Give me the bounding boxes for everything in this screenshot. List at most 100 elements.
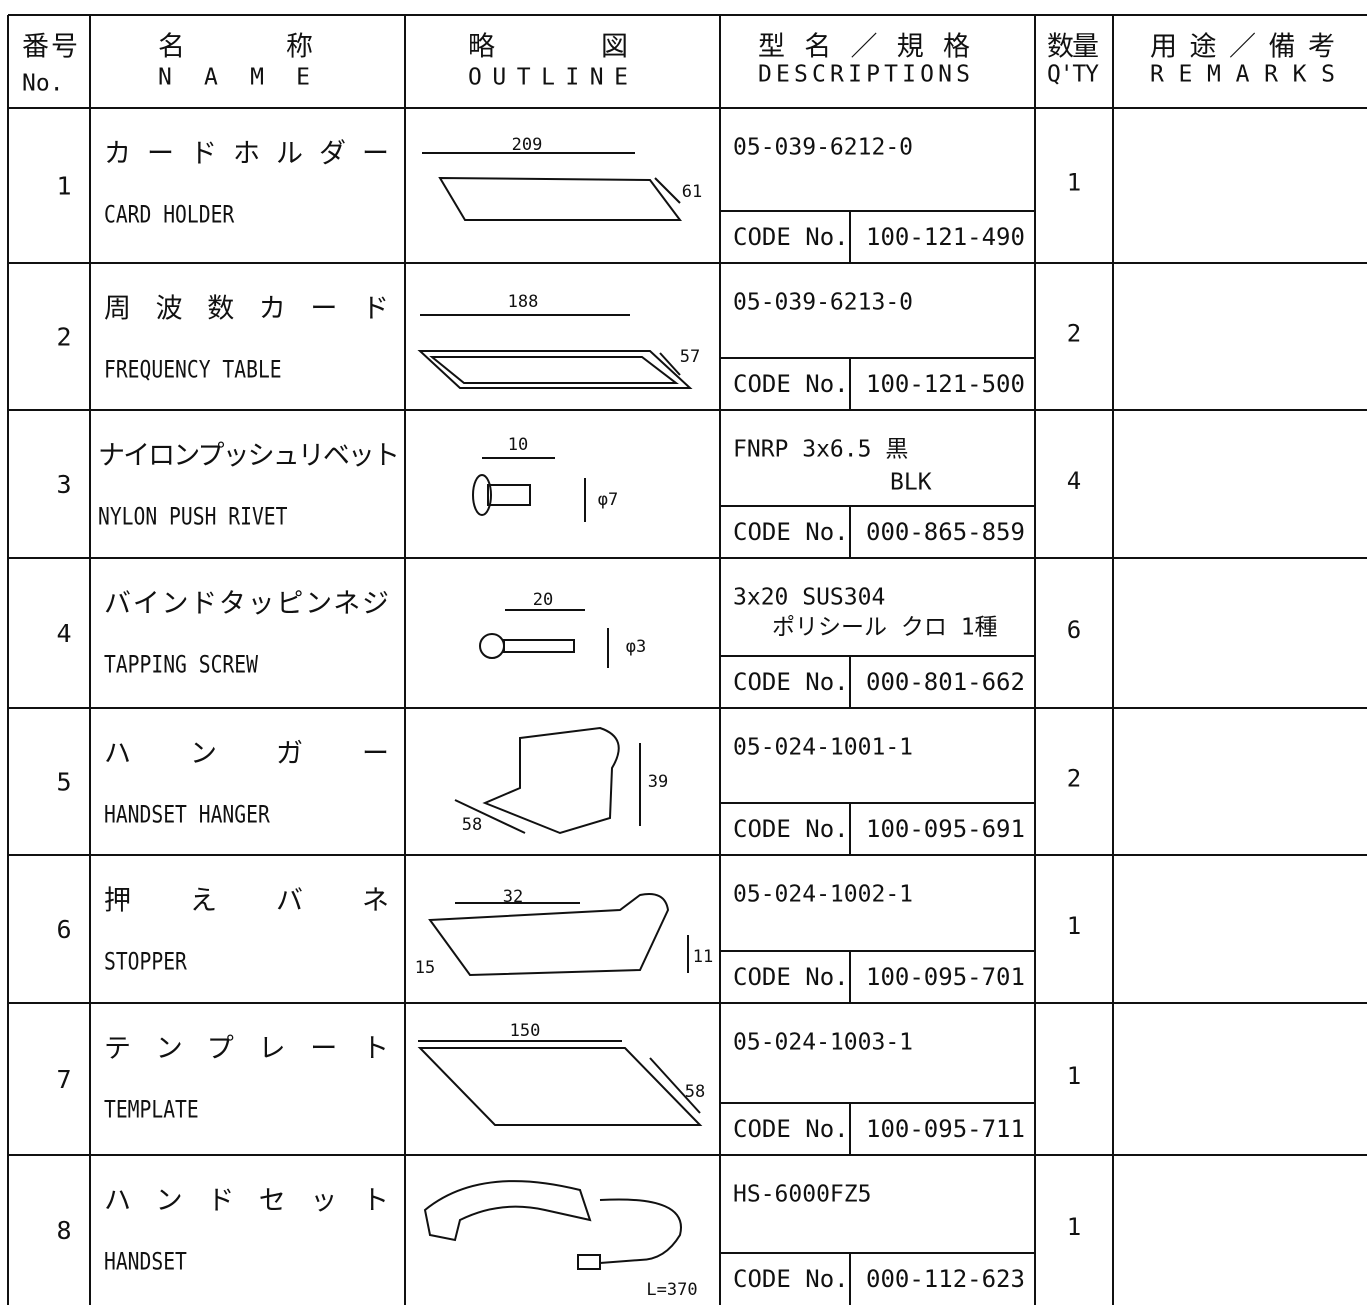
dimension-label: 61 (682, 182, 702, 202)
name-jp: 押えバネ (104, 886, 389, 917)
code-number: 100-095-691 (866, 815, 1025, 843)
handset-outline (423, 1180, 592, 1242)
code-label: CODE No. (733, 815, 849, 843)
row-number: 7 (56, 1065, 71, 1094)
template-outline (417, 1047, 703, 1126)
column-title-jp: 数量 (1047, 32, 1099, 63)
code-number: 000-801-662 (866, 668, 1025, 696)
code-number: 000-865-859 (866, 518, 1025, 546)
dimension-label: 58 (685, 1082, 705, 1102)
name-jp: ナイロンプッシュリベット (98, 441, 400, 472)
screw-thread (503, 639, 575, 653)
dimension-label: 20 (533, 590, 553, 610)
dimension-label: 150 (510, 1021, 541, 1041)
column-title-jp: 型名／規格 (758, 32, 970, 63)
description-line: BLK (890, 470, 932, 496)
screw-head (479, 633, 505, 659)
dimension-label: 58 (462, 815, 482, 835)
stopper-outline (428, 893, 670, 977)
description-line: 05-039-6213-0 (733, 290, 913, 316)
code-number: 100-095-711 (866, 1115, 1025, 1143)
dimension-label: φ3 (626, 637, 646, 657)
dimension-label: 10 (508, 435, 528, 455)
row-number: 5 (56, 768, 71, 797)
name-en: TAPPING SCREW (104, 652, 259, 679)
description-line: 05-024-1003-1 (733, 1030, 913, 1056)
dimension-label: 209 (512, 135, 543, 155)
rivet-shaft (487, 484, 531, 506)
row-number: 1 (56, 172, 71, 201)
row-number: 4 (56, 619, 71, 648)
name-jp: バインドタッピンネジ (104, 589, 389, 620)
dimension-line (649, 1057, 701, 1114)
rivet-head (472, 474, 492, 516)
description-line: ポリシール クロ 1種 (772, 615, 998, 641)
dimension-line (659, 352, 681, 376)
column-title-jp: 用途／備考 (1150, 32, 1335, 63)
row-number: 3 (56, 470, 71, 499)
name-jp: ハンガー (104, 739, 389, 770)
cord-plug (577, 1254, 601, 1270)
name-en: CARD HOLDER (104, 202, 235, 229)
description-line: FNRP 3x6.5 黒 (733, 437, 908, 463)
quantity: 2 (1067, 320, 1081, 348)
name-en: TEMPLATE (104, 1097, 199, 1124)
description-line: 05-039-6212-0 (733, 135, 913, 161)
name-en: FREQUENCY TABLE (104, 357, 282, 384)
card-inner (429, 356, 679, 384)
code-label: CODE No. (733, 1115, 849, 1143)
quantity: 1 (1067, 169, 1081, 197)
row-number: 8 (56, 1216, 71, 1245)
quantity: 2 (1067, 765, 1081, 793)
quantity: 1 (1067, 912, 1081, 940)
code-label: CODE No. (733, 1265, 849, 1293)
name-en: NYLON PUSH RIVET (98, 504, 288, 531)
column-title-jp: 名称 (158, 32, 313, 63)
dimension-label: 32 (503, 887, 523, 907)
name-jp: ハンドセット (104, 1186, 389, 1217)
code-number: 100-095-701 (866, 963, 1025, 991)
hanger-outline (482, 726, 620, 835)
code-number: 100-121-490 (866, 223, 1025, 251)
card-outline (438, 176, 682, 221)
quantity: 1 (1067, 1062, 1081, 1090)
code-label: CODE No. (733, 370, 849, 398)
code-number: 100-121-500 (866, 370, 1025, 398)
dimension-label: L=370 (646, 1280, 697, 1300)
name-en: HANDSET (104, 1249, 187, 1276)
code-number: 000-112-623 (866, 1265, 1025, 1293)
code-label: CODE No. (733, 668, 849, 696)
column-title-jp: 略図 (468, 32, 628, 63)
name-en: HANDSET HANGER (104, 802, 271, 829)
code-label: CODE No. (733, 518, 849, 546)
name-en: STOPPER (104, 949, 188, 976)
dimension-line (654, 177, 681, 204)
column-title-en: No. (22, 71, 64, 97)
description-line: 05-024-1001-1 (733, 735, 913, 761)
quantity: 4 (1067, 467, 1081, 495)
dimension-label: 15 (415, 958, 435, 978)
description-line: HS-6000FZ5 (733, 1182, 871, 1208)
quantity: 6 (1067, 616, 1081, 644)
dimension-label: φ7 (598, 490, 618, 510)
dimension-label: 188 (508, 292, 539, 312)
row-number: 2 (56, 323, 71, 352)
handset-cord (599, 1198, 682, 1264)
dimension-line (454, 799, 526, 834)
code-label: CODE No. (733, 223, 849, 251)
column-title-en: DESCRIPTIONS (758, 62, 970, 88)
column-title-en: REMARKS (1150, 62, 1335, 88)
card-outline (417, 350, 693, 389)
name-jp: カードホルダー (104, 139, 389, 170)
quantity: 1 (1067, 1213, 1081, 1241)
code-label: CODE No. (733, 963, 849, 991)
column-title-en: NAME (158, 65, 310, 91)
row-number: 6 (56, 915, 71, 944)
column-title-en: Q'TY (1047, 62, 1099, 88)
description-line: 3x20 SUS304 (733, 585, 885, 611)
column-title-en: OUTLINE (468, 65, 628, 91)
description-line: 05-024-1002-1 (733, 882, 913, 908)
name-jp: テンプレート (104, 1034, 389, 1065)
